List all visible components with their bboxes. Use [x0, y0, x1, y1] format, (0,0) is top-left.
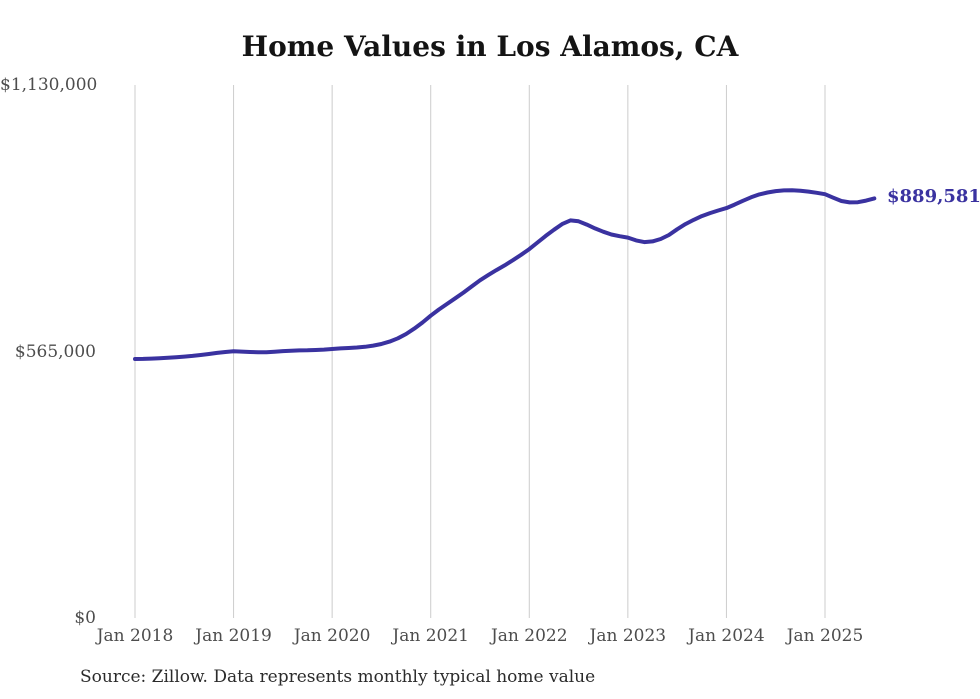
line-plot [133, 85, 877, 618]
x-axis-label-jan-2022: Jan 2022 [490, 626, 568, 646]
latest-value-label: $889,581 [887, 186, 980, 208]
x-axis-label-jan-2018: Jan 2018 [96, 626, 174, 646]
x-axis-label-jan-2021: Jan 2021 [392, 626, 469, 646]
source-note: Source: Zillow. Data represents monthly … [80, 667, 596, 687]
x-axis-label-jan-2019: Jan 2019 [195, 626, 272, 646]
x-axis-label-jan-2025: Jan 2025 [786, 626, 864, 646]
y-axis-label-mid: $565,000 [14, 341, 96, 362]
y-axis-label-max: $1,130,000 [0, 75, 98, 95]
x-axis-label-jan-2020: Jan 2020 [293, 626, 371, 646]
home-value-line [133, 188, 877, 361]
y-axis-label-zero: $0 [74, 608, 96, 628]
x-axis-label-jan-2024: Jan 2024 [688, 626, 765, 646]
chart-title: Home Values in Los Alamos, CA [241, 30, 739, 63]
x-axis-label-jan-2023: Jan 2023 [589, 626, 667, 646]
